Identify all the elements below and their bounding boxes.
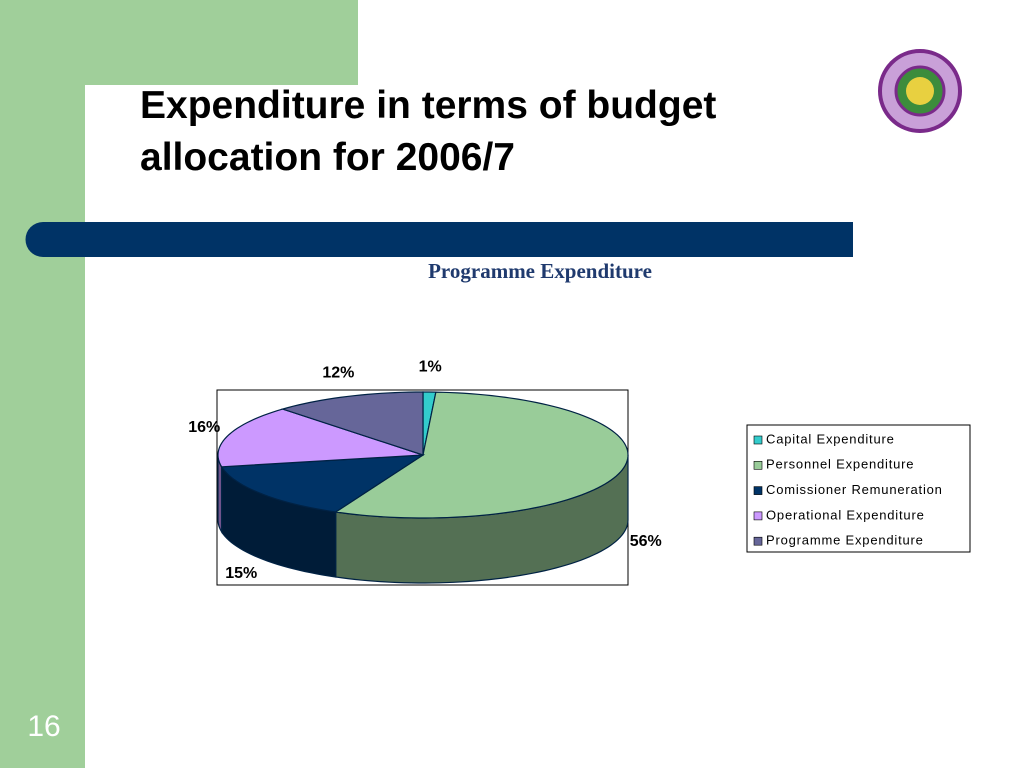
logo [878,49,962,133]
slice [334,391,629,519]
legend-swatch [753,435,763,445]
data-label: 56% [630,533,662,550]
legend-swatch [753,536,763,546]
legend-label: Capital Expenditure [766,431,895,446]
slide-title: Expenditure in terms of budget allocatio… [140,84,717,179]
legend-swatch [753,486,763,495]
data-label: 12% [322,364,354,381]
tops [217,391,629,519]
legend-frame [746,424,971,553]
legend-swatch [753,460,763,470]
legend-swatch [753,511,763,521]
slice [280,391,424,456]
data-label: 1% [419,358,442,375]
chart-title: Programme Expenditure [428,259,652,283]
data-label: 15% [225,565,257,582]
slice [217,408,424,468]
slice [220,454,426,513]
legend-label: Comissioner Remuneration [766,482,943,497]
slide-number: 16 [27,710,61,743]
green-strip [0,0,85,768]
legend-label: Programme Expenditure [766,533,924,548]
data-label: 16% [188,419,220,436]
legend-label: Personnel Expenditure [766,457,914,472]
legend-label: Operational Expenditure [766,507,925,522]
divider-bar [25,222,853,257]
